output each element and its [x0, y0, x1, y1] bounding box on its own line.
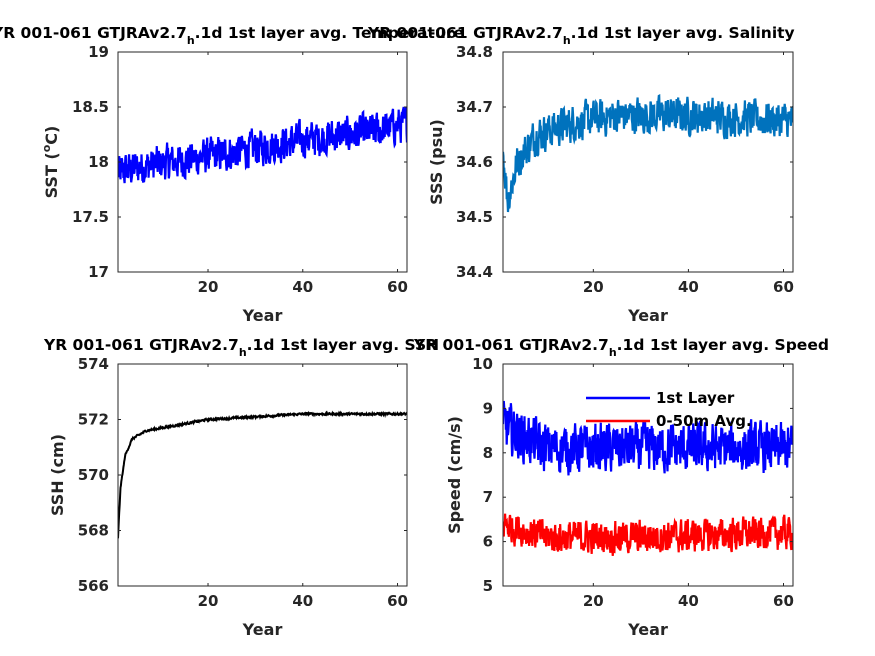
- y-tick-label: 34.7: [456, 98, 493, 116]
- x-tick-label: 20: [198, 592, 219, 610]
- y-axis-label-text: C): [42, 126, 61, 145]
- y-tick-label: 574: [78, 355, 109, 373]
- panel-3: 20 40 60 566 568 570 572 574 Year SSH (cm) YR 001-…: [43, 336, 439, 639]
- chart-title-subscript: h: [239, 346, 247, 359]
- y-axis-label: SST (oC): [40, 126, 61, 199]
- x-tick-label: 20: [198, 278, 219, 296]
- x-tick-label: 60: [773, 592, 794, 610]
- chart-title-main: YR 001-061 GTJRAv2.7: [367, 24, 563, 42]
- x-tick-label: 60: [387, 278, 408, 296]
- y-tick-label: 8: [483, 444, 493, 462]
- series-line-2: [503, 513, 793, 556]
- y-axis-label-sup: o: [40, 144, 53, 152]
- chart-title: YR 001-061 GTJRAv2.7h.1d 1st layer avg. …: [0, 24, 464, 47]
- y-axis-label: Speed (cm/s): [445, 416, 464, 534]
- x-tick-label: 40: [678, 592, 699, 610]
- y-axis-label: SSS (psu): [427, 119, 446, 205]
- y-tick-label: 17: [88, 263, 109, 281]
- y-tick-label: 34.8: [456, 43, 493, 61]
- y-tick-label: 570: [78, 466, 109, 484]
- x-axis-label: Year: [627, 620, 668, 639]
- y-tick-label: 34.4: [456, 263, 493, 281]
- chart-title: YR 001-061 GTJRAv2.7h.1d 1st layer avg. …: [367, 24, 795, 47]
- panel-4: 20 40 60 5 6 7 8 9 10 Year Speed (cm/s) YR 001-061 …: [413, 336, 829, 639]
- x-tick-label: 60: [773, 278, 794, 296]
- y-tick-label: 572: [78, 411, 109, 429]
- x-axis-label: Year: [242, 306, 283, 325]
- x-tick-label: 40: [292, 278, 313, 296]
- x-tick-label: 40: [292, 592, 313, 610]
- x-axis-label: Year: [627, 306, 668, 325]
- legend-label: 1st Layer: [656, 389, 735, 407]
- chart-title-main: YR 001-061 GTJRAv2.7: [43, 336, 239, 354]
- chart-title-subscript: h: [609, 346, 617, 359]
- y-tick-label: 5: [483, 577, 493, 595]
- chart-title-rest: .1d 1st layer avg. Temperature: [195, 24, 464, 42]
- y-tick-label: 34.6: [456, 153, 493, 171]
- y-tick-label: 7: [483, 488, 493, 506]
- chart-title: YR 001-061 GTJRAv2.7h.1d 1st layer avg. …: [413, 336, 829, 359]
- series-line-1: [503, 400, 793, 476]
- chart-title-subscript: h: [563, 34, 571, 47]
- x-tick-label: 40: [678, 278, 699, 296]
- y-tick-label: 566: [78, 577, 109, 595]
- y-tick-label: 18.5: [72, 98, 109, 116]
- y-tick-label: 9: [483, 399, 493, 417]
- chart-title-rest: .1d 1st layer avg. SSH: [247, 336, 439, 354]
- y-tick-label: 17.5: [72, 208, 109, 226]
- x-tick-label: 20: [583, 592, 604, 610]
- series-line-1: [118, 410, 407, 539]
- y-tick-label: 10: [472, 355, 493, 373]
- plot-area: [118, 364, 407, 586]
- y-tick-label: 34.5: [456, 208, 493, 226]
- chart-title: YR 001-061 GTJRAv2.7h.1d 1st layer avg. …: [43, 336, 439, 359]
- x-axis-label: Year: [242, 620, 283, 639]
- y-tick-label: 18: [88, 153, 109, 171]
- chart-title-main: YR 001-061 GTJRAv2.7: [413, 336, 609, 354]
- series-line-1: [118, 106, 407, 184]
- chart-title-rest: .1d 1st layer avg. Speed: [617, 336, 829, 354]
- plot-area: [503, 52, 793, 272]
- panel-1: 20 40 60 17 17.5 18 18.5 19 Year SST (oC) YR 001-0…: [0, 24, 464, 325]
- x-tick-label: 20: [583, 278, 604, 296]
- legend-label: 0-50m Avg.: [656, 412, 752, 430]
- chart-title-main: YR 001-061 GTJRAv2.7: [0, 24, 187, 42]
- y-axis-label-text: SST (: [42, 152, 61, 198]
- y-tick-label: 6: [483, 533, 493, 551]
- y-tick-label: 19: [88, 43, 109, 61]
- y-axis-label: SSH (cm): [48, 434, 67, 516]
- chart-title-rest: .1d 1st layer avg. Salinity: [571, 24, 795, 42]
- panel-2: 20 40 60 34.4 34.5 34.6 34.7 34.8 Year SSS (psu) Y…: [367, 24, 795, 325]
- chart-title-subscript: h: [187, 34, 195, 47]
- series-line-1: [503, 93, 793, 213]
- axes-box: [502, 363, 794, 587]
- legend: 1st Layer 0-50m Avg.: [586, 389, 752, 430]
- y-tick-label: 568: [78, 522, 109, 540]
- x-tick-label: 60: [387, 592, 408, 610]
